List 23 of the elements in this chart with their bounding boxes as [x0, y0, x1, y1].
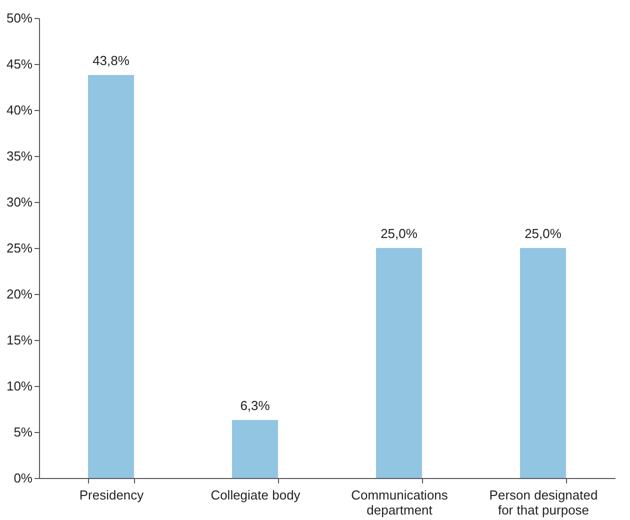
- y-tick-label: 25%: [6, 240, 33, 256]
- data-label: 25,0%: [380, 226, 418, 241]
- y-tick-label: 5%: [14, 424, 33, 440]
- x-tick-label: Person designated for that purpose: [489, 488, 598, 518]
- bar: [520, 248, 566, 478]
- bar: [232, 420, 278, 478]
- x-tick-label: Collegiate body: [210, 488, 301, 502]
- y-tick-label: 40%: [6, 102, 33, 118]
- bar: [88, 75, 134, 478]
- data-label: 25,0%: [524, 226, 562, 241]
- y-tick-label: 15%: [6, 332, 33, 348]
- y-tick-label: 20%: [6, 286, 33, 302]
- y-tick-label: 0%: [14, 470, 33, 486]
- data-label: 43,8%: [92, 53, 130, 68]
- y-tick-label: 10%: [6, 378, 33, 394]
- y-tick-label: 35%: [6, 148, 33, 164]
- y-tick-label: 30%: [6, 194, 33, 210]
- y-tick-label: 50%: [6, 10, 33, 26]
- x-tick-label: Presidency: [79, 488, 144, 502]
- bar: [376, 248, 422, 478]
- data-label: 6,3%: [240, 398, 270, 414]
- x-tick-label: Communications department: [351, 488, 448, 518]
- y-tick-label: 45%: [6, 56, 33, 72]
